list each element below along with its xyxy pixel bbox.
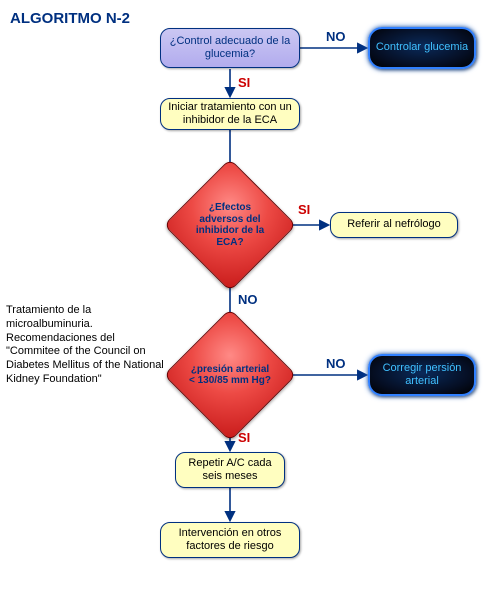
edge-label-no: NO — [238, 292, 258, 307]
node-label: ¿presión arterial < 130/85 mm Hg? — [183, 364, 277, 387]
node-label: Intervención en otros factores de riesgo — [167, 527, 293, 553]
node-label: Referir al nefrólogo — [347, 218, 441, 231]
edge-label-no: NO — [326, 356, 346, 371]
node-corregir: Corregir persión arterial — [368, 354, 476, 396]
node-label: ¿Efectos adversos del inhibidor de la EC… — [183, 202, 277, 248]
node-label: Iniciar tratamiento con un inhibidor de … — [167, 101, 293, 127]
caption-text: Tratamiento de la microalbuminuria. Reco… — [6, 304, 166, 387]
edge-label-si: SI — [238, 430, 250, 445]
node-q-efectos: ¿Efectos adversos del inhibidor de la EC… — [183, 178, 277, 272]
node-referir: Referir al nefrólogo — [330, 212, 458, 238]
node-intervencion: Intervención en otros factores de riesgo — [160, 522, 300, 558]
edge-label-no: NO — [326, 29, 346, 44]
node-repetir: Repetir A/C cada seis meses — [175, 452, 285, 488]
node-label: Corregir persión arterial — [370, 362, 474, 388]
node-q-presion: ¿presión arterial < 130/85 mm Hg? — [183, 328, 277, 422]
node-label: Repetir A/C cada seis meses — [182, 457, 278, 483]
edge-label-si: SI — [238, 75, 250, 90]
page-title: ALGORITMO N-2 — [10, 10, 130, 27]
flowchart-canvas: ALGORITMO N-2 Tratamiento de la microalb… — [0, 0, 500, 600]
node-label: Controlar glucemia — [376, 41, 468, 54]
edge-label-si: SI — [298, 202, 310, 217]
node-iniciar-eca: Iniciar tratamiento con un inhibidor de … — [160, 98, 300, 130]
node-label: ¿Control adecuado de la glucemia? — [169, 35, 291, 61]
node-q-glucemia: ¿Control adecuado de la glucemia? — [160, 28, 300, 68]
node-controlar-glucemia: Controlar glucemia — [368, 27, 476, 69]
